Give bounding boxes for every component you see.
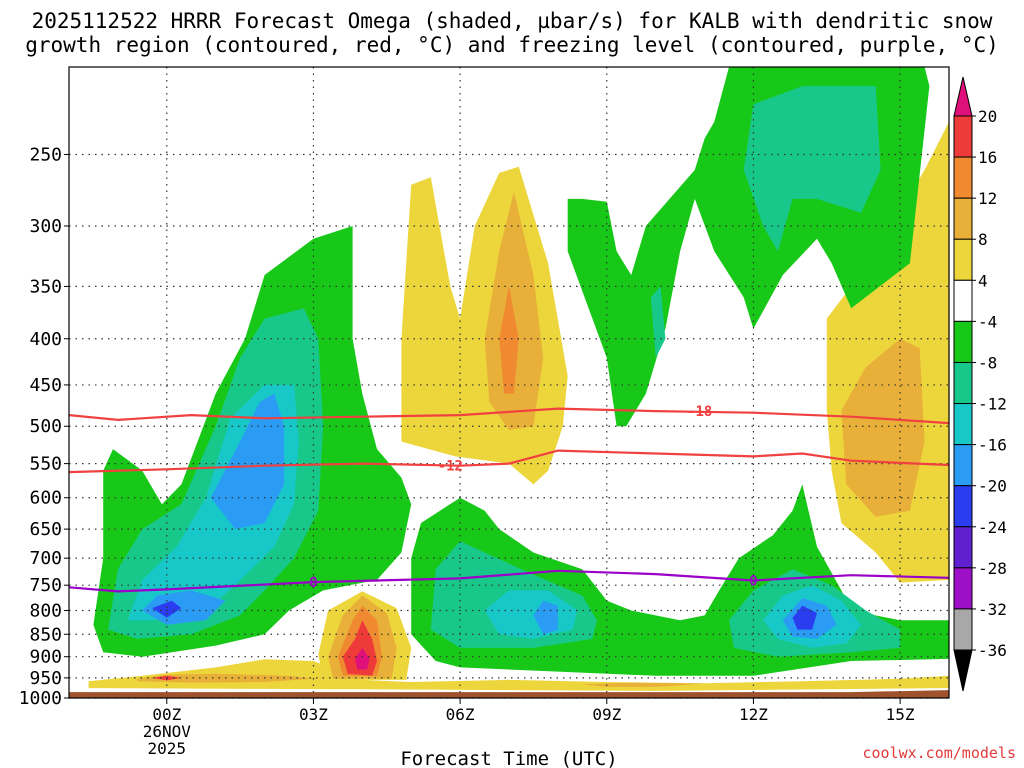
contour-label-3: 0	[749, 573, 757, 589]
colorbar-label-12: -32	[978, 600, 1007, 619]
temperature-contours: -18 -12 0 0	[69, 404, 949, 593]
colorbar-box-9	[953, 444, 973, 487]
gridlines	[69, 67, 949, 699]
y-tick-label-350: 350	[29, 276, 62, 297]
credit-link[interactable]: coolwx.com/models	[862, 744, 1016, 762]
colorbar-label-2: 12	[978, 189, 997, 208]
colorbar-label-6: -8	[978, 353, 997, 372]
y-tick-label-800: 800	[29, 601, 62, 622]
colorbar-label-4: 4	[978, 271, 988, 290]
colorbar-label-8: -16	[978, 436, 1007, 455]
colorbar-box-4	[953, 238, 973, 281]
y-tick-label-650: 650	[29, 519, 62, 540]
colorbar-label-0: 20	[978, 107, 997, 126]
colorbar-label-10: -24	[978, 518, 1007, 537]
colorbar-box-3	[953, 197, 973, 240]
y-tick-label-750: 750	[29, 575, 62, 596]
omega-region-7	[841, 338, 925, 517]
y-tick-label-600: 600	[29, 488, 62, 509]
y-tick-label-400: 400	[29, 329, 62, 350]
plot-frame	[68, 66, 950, 699]
omega-region-0	[88, 659, 949, 691]
y-tick-label-250: 250	[29, 144, 62, 165]
omega-region-21	[650, 286, 666, 358]
contour-dgz-top	[69, 407, 949, 425]
contour-label-0: -18	[687, 404, 712, 420]
y-tick-label-550: 550	[29, 454, 62, 475]
omega-region-2	[401, 166, 568, 485]
colorbar-label-7: -12	[978, 395, 1007, 414]
contour-label-1: -12	[438, 459, 463, 475]
x-tick-label-00Z: 00Z	[152, 705, 181, 724]
colorbar-box-11	[953, 526, 973, 569]
x-tick-label-06Z: 06Z	[446, 705, 475, 724]
x-tick-label-03Z: 03Z	[299, 705, 328, 724]
y-tick-label-450: 450	[29, 375, 62, 396]
x-date-line-1: 26NOV	[143, 722, 192, 741]
y-tick-label-850: 850	[29, 624, 62, 645]
pressure-axis: 2503003504004505005506006507007508008509…	[19, 144, 69, 709]
colorbar-label-3: 8	[978, 230, 988, 249]
y-tick-label-700: 700	[29, 548, 62, 569]
colorbar-legend: 20 16 12 8 4 -4 -8 -12 -16 -20 -24 -28 -32 -36	[953, 76, 1007, 692]
y-tick-label-1000: 1000	[19, 688, 62, 709]
omega-region-30	[792, 605, 817, 630]
colorbar-box-12	[953, 567, 973, 610]
y-tick-label-900: 900	[29, 647, 62, 668]
chart-title-line-1: 2025112522 HRRR Forecast Omega (shaded, …	[31, 9, 993, 33]
colorbar-box-1	[953, 115, 973, 158]
chart-title-line-2: growth region (contoured, red, °C) and f…	[25, 33, 999, 57]
x-tick-label-09Z: 09Z	[592, 705, 621, 724]
colorbar-box-7	[953, 361, 973, 405]
colorbar-box-13	[953, 608, 973, 651]
colorbar-label-11: -28	[978, 559, 1007, 578]
x-tick-label-15Z: 15Z	[886, 705, 915, 724]
omega-region-10	[499, 286, 519, 394]
colorbar-label-1: 16	[978, 148, 997, 167]
contour-freezing-level	[69, 569, 949, 593]
omega-region-27	[533, 600, 558, 635]
ground-terrain	[69, 690, 949, 698]
x-tick-label-12Z: 12Z	[739, 705, 768, 724]
shaded-omega-layer	[69, 67, 949, 698]
y-tick-label-300: 300	[29, 216, 62, 237]
omega-region-20	[743, 86, 881, 252]
omega-region-6	[484, 191, 544, 431]
contour-dgz-bottom	[69, 449, 949, 474]
x-axis-title: Forecast Time (UTC)	[400, 748, 617, 768]
omega-region-8	[582, 682, 705, 687]
x-date-line-2: 2025	[148, 739, 187, 758]
y-tick-label-500: 500	[29, 416, 62, 437]
omega-region-13	[355, 647, 370, 670]
omega-region-29	[152, 600, 182, 618]
y-tick-label-950: 950	[29, 668, 62, 689]
omega-region-26	[210, 393, 285, 530]
contour-label-2: 0	[309, 575, 317, 591]
colorbar-box-6	[953, 320, 973, 363]
colorbar-box-2	[953, 156, 973, 199]
colorbar-box-10	[953, 485, 973, 528]
colorbar-label-13: -36	[978, 641, 1007, 660]
colorbar-label-9: -20	[978, 477, 1007, 496]
omega-region-25	[142, 590, 226, 625]
colorbar-bottom-arrow	[953, 649, 973, 692]
colorbar-label-5: -4	[978, 312, 997, 331]
colorbar-box-8	[953, 403, 973, 446]
colorbar-top-arrow	[953, 76, 973, 117]
colorbar-box-5	[953, 279, 973, 322]
